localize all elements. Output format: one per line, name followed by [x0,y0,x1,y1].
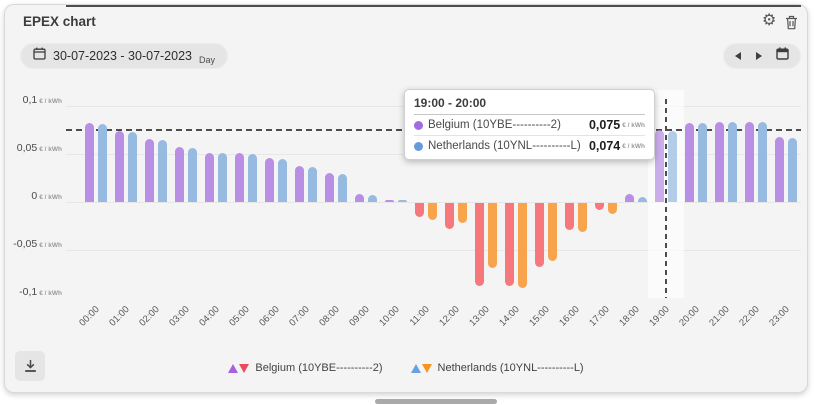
bar-belgium-00[interactable] [85,123,94,202]
bar-netherlands-12[interactable] [458,203,467,223]
bar-belgium-03[interactable] [175,147,184,202]
tooltip-time-range: 19:00 - 20:00 [414,96,645,115]
bar-belgium-01[interactable] [115,131,124,202]
bar-belgium-06[interactable] [265,158,274,202]
bar-belgium-13[interactable] [475,203,484,286]
bar-belgium-17[interactable] [595,203,604,210]
bar-belgium-21[interactable] [715,122,724,202]
bar-belgium-11[interactable] [415,203,424,217]
bar-netherlands-04[interactable] [218,153,227,202]
bar-belgium-16[interactable] [565,203,574,230]
bar-belgium-20[interactable] [685,123,694,202]
tooltip-series-name: Netherlands (10YNL----------L) [428,140,581,152]
bar-belgium-09[interactable] [355,194,364,202]
tooltip-series-value: 0,074 [588,139,621,153]
y-axis-tick-label: -0,1 € / kWh [19,286,62,298]
legend-label: Belgium (10YBE----------2) [255,362,383,374]
legend-item-netherlands[interactable]: Netherlands (10YNL----------L) [410,362,584,374]
bar-netherlands-17[interactable] [608,203,617,214]
gear-icon[interactable]: ⚙ [762,12,777,29]
bar-netherlands-19[interactable] [668,131,677,202]
bar-netherlands-11[interactable] [428,203,437,220]
belgium-series-dot [414,120,423,130]
bar-netherlands-08[interactable] [338,174,347,202]
bar-belgium-05[interactable] [235,153,244,202]
download-button[interactable] [15,351,45,381]
calendar-icon [33,47,46,65]
tooltip-series-unit: € / kWh [622,142,645,150]
bar-belgium-14[interactable] [505,203,514,286]
epex-chart-card: EPEX chart ⚙ 30-07-2023 - 30-07-2023 Day [4,4,808,393]
bar-netherlands-07[interactable] [308,167,317,202]
bar-belgium-18[interactable] [625,194,634,202]
horizontal-scrollbar-thumb[interactable] [375,399,497,404]
bar-netherlands-18[interactable] [638,197,647,202]
trash-icon-glyph [786,15,797,30]
bar-netherlands-22[interactable] [758,122,767,202]
bar-belgium-22[interactable] [745,122,754,202]
bar-netherlands-23[interactable] [788,138,797,202]
download-icon [24,360,36,372]
bar-belgium-04[interactable] [205,153,214,202]
bar-belgium-07[interactable] [295,166,304,202]
tooltip-row-belgium: Belgium (10YBE----------2) 0,075 € / kWh [414,115,645,135]
date-range-value: 30-07-2023 - 30-07-2023 [53,49,192,63]
bar-netherlands-20[interactable] [698,123,707,202]
legend-label: Netherlands (10YNL----------L) [437,362,584,374]
bar-belgium-19[interactable] [655,130,664,202]
bar-netherlands-03[interactable] [188,148,197,202]
belgium-positive-triangle-icon [228,363,239,373]
tooltip-series-value: 0,075 [588,118,621,132]
bar-netherlands-15[interactable] [548,203,557,261]
y-axis-tick-label: 0,1 € / kWh [22,94,62,106]
bar-netherlands-09[interactable] [368,195,377,202]
trash-icon[interactable] [785,15,798,35]
bar-netherlands-01[interactable] [128,132,137,202]
bar-netherlands-05[interactable] [248,154,257,202]
chart-legend: Belgium (10YBE----------2) Netherlands (… [5,362,807,374]
bar-netherlands-00[interactable] [98,124,107,202]
bar-netherlands-16[interactable] [578,203,587,232]
bar-belgium-23[interactable] [775,137,784,202]
gridline [66,202,801,203]
legend-item-belgium[interactable]: Belgium (10YBE----------2) [228,362,383,374]
calendar-picker-icon[interactable] [776,47,789,65]
next-period-icon[interactable] [755,52,762,60]
y-axis-tick-label: 0 € / kWh [31,190,62,202]
gridline [66,250,801,251]
chart-tooltip: 19:00 - 20:00 Belgium (10YBE----------2)… [404,89,655,160]
netherlands-positive-triangle-icon [410,363,421,373]
previous-period-icon[interactable] [735,52,741,60]
tooltip-series-unit: € / kWh [622,121,645,129]
bar-netherlands-21[interactable] [728,122,737,202]
y-axis-tick-label: -0,05 € / kWh [13,238,62,250]
bar-belgium-02[interactable] [145,139,154,202]
page-title: EPEX chart [23,14,96,29]
bar-netherlands-13[interactable] [488,203,497,268]
x-axis-line [66,5,801,7]
bar-belgium-15[interactable] [535,203,544,267]
y-axis-tick-label: 0,05 € / kWh [16,142,62,154]
bar-netherlands-06[interactable] [278,159,287,202]
bar-netherlands-10[interactable] [398,200,407,202]
bar-netherlands-02[interactable] [158,140,167,202]
tooltip-row-netherlands: Netherlands (10YNL----------L) 0,074 € /… [414,135,645,156]
netherlands-negative-triangle-icon [421,363,432,373]
date-range-picker[interactable]: 30-07-2023 - 30-07-2023 Day [21,44,228,68]
period-navigation [724,44,800,68]
belgium-negative-triangle-icon [239,363,250,373]
bar-belgium-12[interactable] [445,203,454,229]
netherlands-series-dot [414,141,423,151]
bar-belgium-08[interactable] [325,173,334,202]
bar-netherlands-14[interactable] [518,203,527,288]
tooltip-series-name: Belgium (10YBE----------2) [428,119,561,131]
bar-belgium-10[interactable] [385,200,394,202]
date-granularity: Day [199,55,216,65]
crosshair-vertical-dashed-line [665,99,667,298]
